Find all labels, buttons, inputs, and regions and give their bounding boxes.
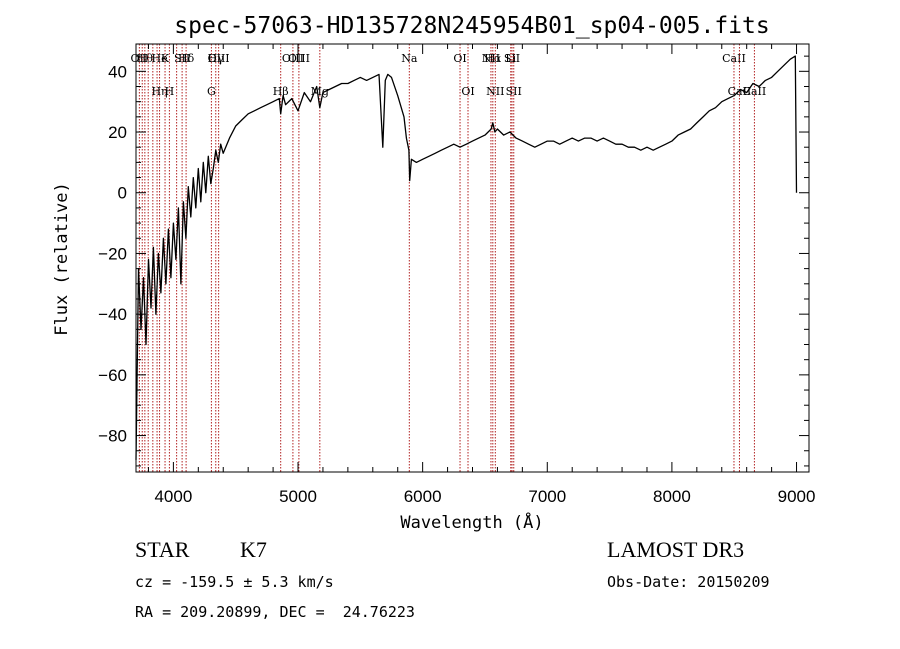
- x-tick-label: 6000: [404, 487, 442, 506]
- spectral-line-label-top: SII: [174, 52, 190, 65]
- spectral-line-label-bottom: G: [207, 85, 216, 98]
- spectral-line-label-bottom: OI: [461, 85, 474, 98]
- spectral-line-label-bottom: Mg: [311, 85, 329, 98]
- spectral-line-label-top: Li: [505, 52, 516, 65]
- x-tick-label: 5000: [279, 487, 317, 506]
- x-tick-label: 4000: [154, 487, 192, 506]
- x-tick-label: 7000: [528, 487, 566, 506]
- spectral-line-label-bottom: CaII: [728, 85, 752, 98]
- coordinates-text: RA = 209.20899, DEC = 24.76223: [135, 603, 415, 621]
- obs-date-text: Obs-Date: 20150209: [607, 573, 770, 591]
- chart-title: spec-57063-HD135728N245954B01_sp04-005.f…: [174, 13, 769, 39]
- y-tick-label: −20: [98, 244, 127, 263]
- spectrum-series-line: [135, 55, 798, 460]
- object-subclass: K7: [240, 537, 267, 562]
- spectral-line-label-bottom: NII: [486, 85, 504, 98]
- y-tick-label: −40: [98, 305, 127, 324]
- x-tick-label: 8000: [653, 487, 691, 506]
- spectral-line-label-top: SII: [504, 52, 520, 65]
- survey-label: LAMOST DR3: [607, 537, 745, 562]
- x-axis-label: Wavelength (Å): [400, 511, 543, 533]
- spectral-line-label-top: Hδ: [178, 52, 195, 65]
- spectral-line-label-top: K: [161, 52, 170, 65]
- y-tick-label: 40: [108, 62, 127, 81]
- y-tick-label: −80: [98, 427, 127, 446]
- spectral-line-label-top: He: [152, 52, 168, 65]
- spectral-line-label-top: Hγ: [208, 52, 225, 65]
- y-tick-label: −60: [98, 366, 127, 385]
- spectral-line-label-bottom: CaII: [743, 85, 767, 98]
- spectral-line-label-bottom: H: [165, 85, 175, 98]
- spectral-line-label-top: OII: [131, 52, 149, 65]
- spectral-line-label-bottom: Hβ: [273, 85, 289, 98]
- spectral-line-label-top: Hθ: [137, 52, 154, 65]
- plot-frame: [135, 43, 810, 473]
- spectral-line-label-top: CaII: [722, 52, 746, 65]
- redshift-text: cz = -159.5 ± 5.3 km/s: [135, 573, 334, 591]
- spectral-line-label-top: OIII: [208, 52, 230, 65]
- y-axis-label: Flux (relative): [52, 182, 72, 336]
- spectral-line-label-bottom: Hη: [151, 85, 167, 98]
- object-class: STAR: [135, 537, 190, 562]
- spectral-line-label-bottom: SII: [506, 85, 522, 98]
- spectral-line-label-top: Na: [401, 52, 418, 65]
- y-tick-label: 0: [118, 184, 127, 203]
- spectral-line-label-top: NII: [482, 52, 500, 65]
- x-tick-label: 9000: [778, 487, 816, 506]
- spectral-line-label-top: OI: [453, 52, 466, 65]
- spectral-line-label-top: OIII: [282, 52, 304, 65]
- y-tick-label: 20: [108, 123, 127, 142]
- spectral-line-label-top: Hα: [484, 52, 502, 65]
- spectral-line-label-top: OIII: [288, 52, 310, 65]
